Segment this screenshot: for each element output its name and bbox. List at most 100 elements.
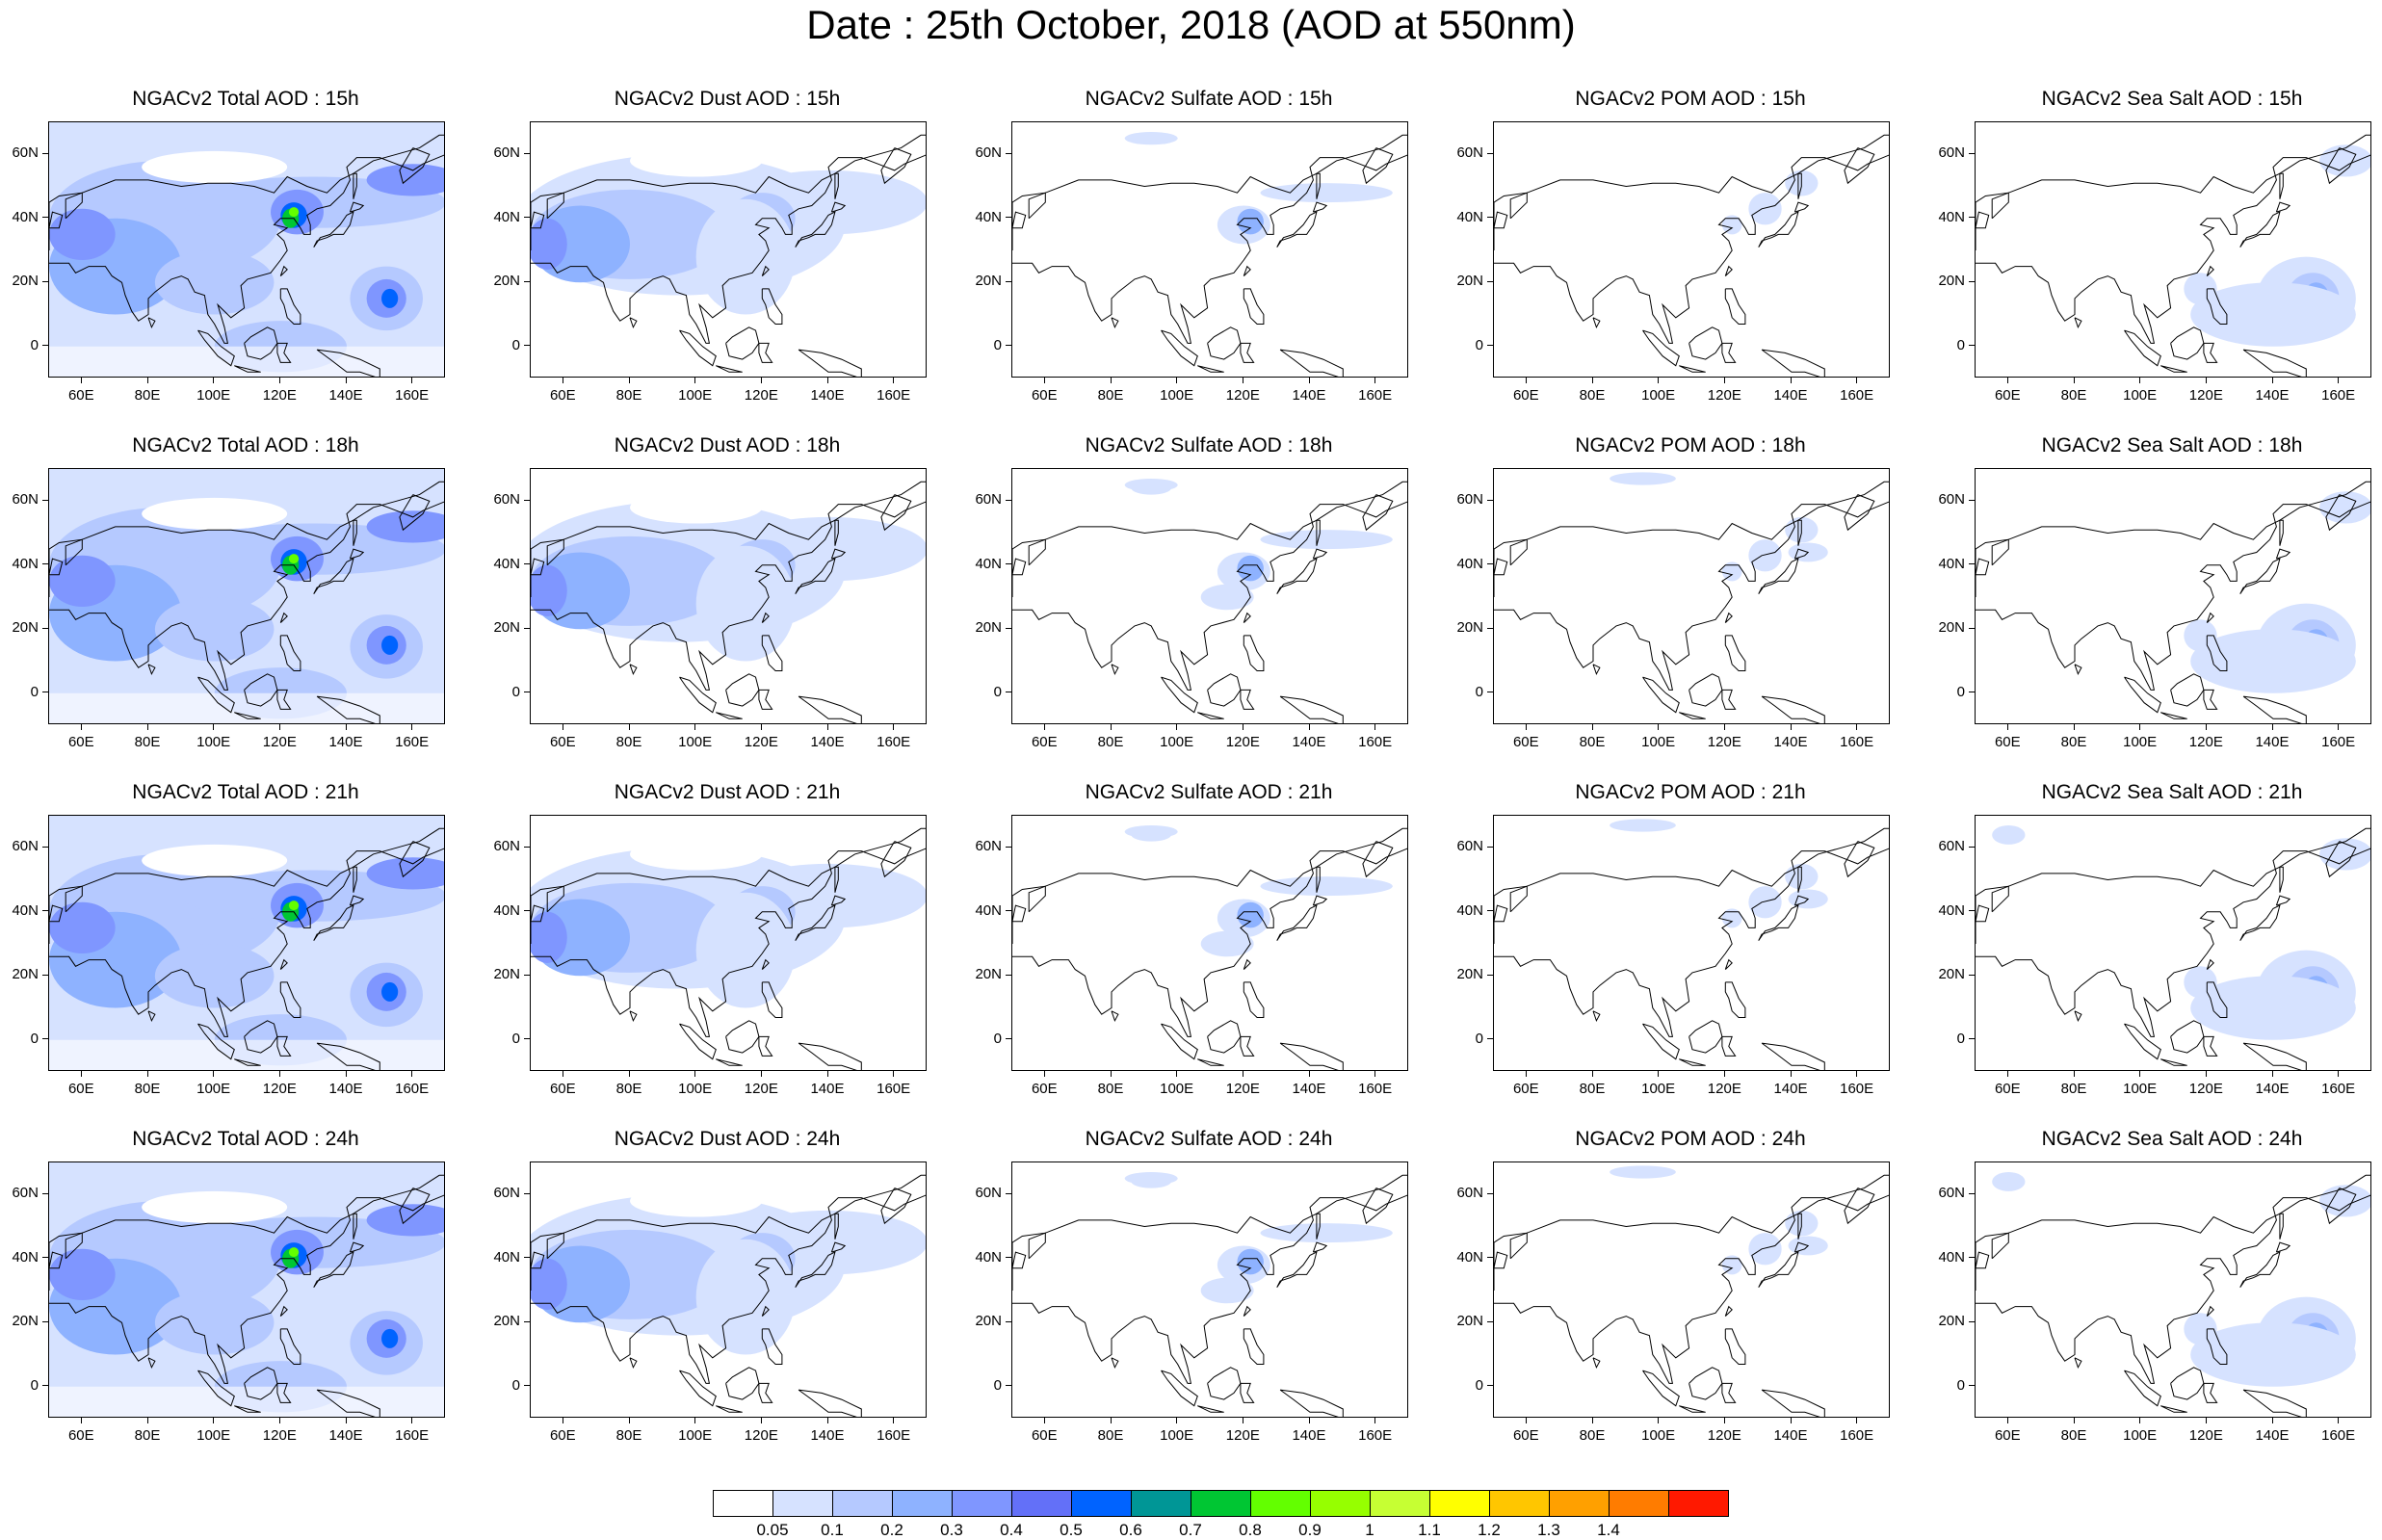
coastline	[2325, 841, 2357, 878]
map-frame	[1493, 468, 1890, 724]
coastline	[2074, 1357, 2082, 1370]
lon-tick-label: 100E	[1641, 734, 1676, 750]
coastline	[2074, 664, 2082, 676]
lon-tick	[146, 378, 148, 383]
lon-tick-label: 160E	[1358, 734, 1393, 750]
colorbar-swatch	[1489, 1490, 1550, 1517]
lat-tick-label: 0	[1475, 1376, 1483, 1394]
lon-tick	[80, 1071, 82, 1077]
lon-tick-label: 120E	[1707, 1427, 1741, 1444]
coastline	[2275, 895, 2291, 906]
lat-tick	[1487, 1320, 1493, 1322]
aod-field	[154, 250, 275, 315]
lon-tick-label: 100E	[678, 387, 713, 404]
lon-tick-label: 140E	[2255, 387, 2290, 404]
coastline	[1279, 349, 1344, 377]
coastline	[531, 1194, 926, 1384]
coastline	[1976, 1251, 1990, 1269]
lon-tick	[2271, 378, 2273, 383]
coastline	[1976, 134, 2370, 250]
lon-tick	[1790, 724, 1792, 730]
aod-field	[630, 144, 763, 177]
map-panel-total-1: NGACv2 Total AOD : 18h 60E 80E 100E 120E 140E…	[12, 433, 530, 780]
lat-tick-label: 0	[1475, 1030, 1483, 1047]
coastline	[1592, 1010, 1601, 1023]
lon-tick-label: 60E	[549, 1427, 576, 1444]
lon-tick-label: 160E	[1358, 387, 1393, 404]
lon-tick	[411, 378, 413, 383]
lat-tick-label: 20N	[493, 273, 520, 290]
lon-tick	[628, 1071, 630, 1077]
lat-tick	[524, 974, 530, 976]
lat-tick	[1006, 217, 1011, 219]
coastline	[1688, 673, 1723, 707]
lon-tick-label: 140E	[2255, 1427, 2290, 1444]
coastline	[276, 1035, 292, 1057]
lon-tick	[893, 1418, 895, 1423]
lon-tick	[1658, 724, 1660, 730]
lat-tick-label: 20N	[1938, 273, 1965, 290]
lat-tick	[1969, 499, 1975, 501]
coastline	[546, 1232, 564, 1260]
lon-tick	[1308, 724, 1310, 730]
coastline	[1724, 288, 1746, 325]
coastline	[1679, 365, 1706, 373]
map-panel-pom-3: NGACv2 POM AOD : 24h 60E 80E 100E 120E 140E 16…	[1456, 1127, 1975, 1474]
panel-title: NGACv2 Sea Salt AOD : 15h	[2041, 88, 2303, 110]
coastline	[2203, 342, 2218, 363]
coastline	[795, 904, 836, 941]
map-frame	[48, 121, 445, 378]
lon-tick	[1790, 378, 1792, 383]
lon-tick	[1176, 1071, 1178, 1077]
coastline	[1976, 501, 2370, 691]
aod-field	[2184, 273, 2217, 305]
aod-map	[531, 134, 926, 377]
coastline	[1976, 211, 1990, 229]
coastline	[1240, 689, 1255, 710]
lat-tick-label: 40N	[12, 901, 39, 919]
coastline	[2206, 958, 2214, 970]
colorbar-swatch	[1131, 1490, 1191, 1517]
coastline	[313, 904, 354, 941]
aod-map	[531, 1174, 926, 1417]
aod-field	[49, 1386, 444, 1417]
coastline	[1509, 1232, 1528, 1260]
map-frame	[48, 1162, 445, 1418]
coastline	[349, 895, 365, 906]
lat-tick-label: 40N	[1938, 901, 1965, 919]
coastline	[1793, 548, 1810, 560]
coastline	[1012, 1194, 1407, 1384]
lat-tick-label: 60N	[1938, 1185, 1965, 1202]
lon-tick	[1856, 378, 1858, 383]
lat-tick	[1487, 563, 1493, 565]
colorbar-swatch	[772, 1490, 833, 1517]
lat-tick-label: 0	[1956, 336, 1965, 353]
lat-tick	[1969, 345, 1975, 347]
lon-tick	[1591, 724, 1593, 730]
coastline	[2124, 1023, 2161, 1060]
lat-tick-label: 40N	[1938, 208, 1965, 225]
lon-tick	[2073, 1071, 2075, 1077]
lat-tick-label: 20N	[1456, 273, 1483, 290]
lon-tick-label: 120E	[262, 1081, 297, 1097]
lon-tick-label: 120E	[1707, 1081, 1741, 1097]
colorbar-label: 1.1	[1418, 1521, 1441, 1539]
map-frame	[530, 121, 927, 378]
lon-tick	[80, 378, 82, 383]
coastline	[1494, 481, 1889, 597]
lon-tick	[1591, 1418, 1593, 1423]
aod-field	[1200, 1277, 1254, 1304]
lon-tick	[1374, 724, 1376, 730]
coastline	[49, 904, 64, 923]
coastline	[65, 192, 83, 220]
colorbar-swatch	[832, 1490, 893, 1517]
lon-tick-label: 100E	[678, 1427, 713, 1444]
figure-title: Date : 25th October, 2018 (AOD at 550nm)	[806, 2, 1576, 47]
lat-tick-label: 60N	[1938, 838, 1965, 855]
lon-tick-label: 60E	[67, 734, 94, 750]
lon-tick-label: 120E	[1225, 734, 1260, 750]
coastline	[2170, 673, 2205, 707]
lon-tick-label: 100E	[1641, 387, 1676, 404]
lat-tick	[1969, 1038, 1975, 1040]
coastline	[798, 1042, 862, 1070]
